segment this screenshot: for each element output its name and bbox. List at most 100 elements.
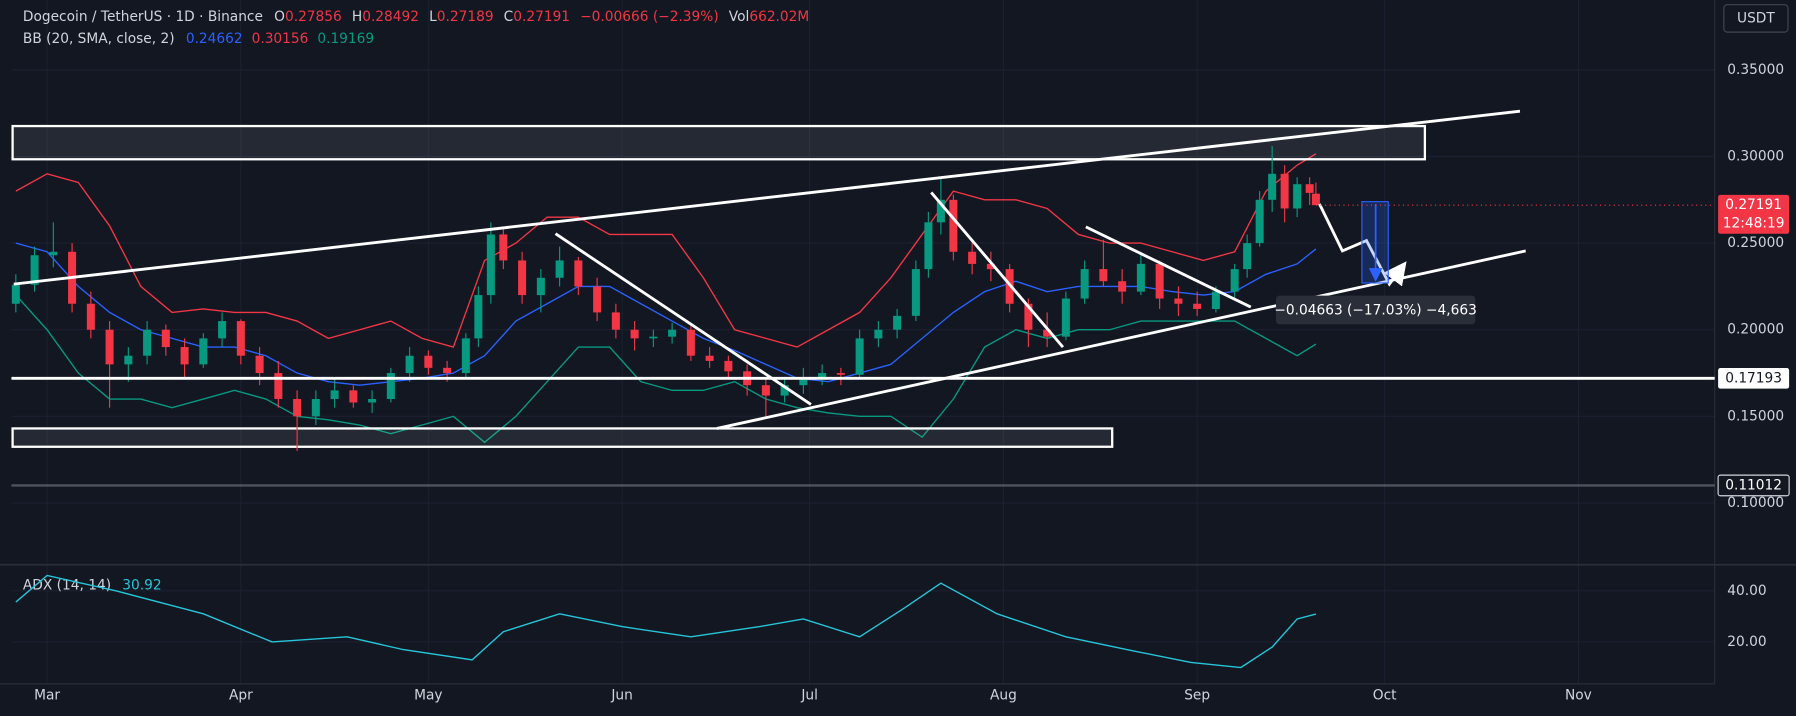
candle-body <box>368 399 377 403</box>
unit-label[interactable]: USDT <box>1737 10 1775 26</box>
x-tick-label: May <box>414 687 442 703</box>
adx-label: ADX (14, 14) <box>23 577 111 593</box>
candle-body <box>11 284 20 304</box>
candle-body <box>1118 281 1127 292</box>
candle-body <box>1311 193 1320 206</box>
candle-body <box>986 263 995 270</box>
candle-body <box>486 234 495 296</box>
price-line-label: 0.11012 <box>1725 477 1782 493</box>
candle-body <box>1230 269 1239 292</box>
candle-body <box>143 329 152 356</box>
candle-body <box>518 260 527 296</box>
candle-body <box>611 312 620 330</box>
candle-body <box>1243 243 1252 270</box>
bollinger-bands <box>15 153 1317 444</box>
candle-body <box>199 338 208 365</box>
candle-body <box>161 329 170 348</box>
measure-label: −0.04663 (−17.03%) −4,663 <box>1274 302 1476 318</box>
candle-body <box>893 315 902 330</box>
bb-label: BB (20, SMA, close, 2) <box>23 31 175 47</box>
symbol-title: Dogecoin / TetherUS · 1D · Binance <box>23 9 263 25</box>
current-price-box <box>1718 194 1790 234</box>
candle-body <box>180 347 189 365</box>
x-tick-label: Apr <box>229 687 253 703</box>
upper-trendline <box>13 109 1521 286</box>
candle-body <box>1099 269 1108 282</box>
candle-body <box>499 234 508 261</box>
candle-body <box>424 355 433 368</box>
candle-body <box>30 255 39 285</box>
close-value: 0.27191 <box>513 9 570 25</box>
volume-label: Vol <box>729 9 750 25</box>
candle-body <box>818 373 827 379</box>
falling-trendline <box>930 191 1065 349</box>
x-tick-label: Aug <box>990 687 1017 703</box>
candle-body <box>1280 173 1289 209</box>
candle-body <box>761 385 770 396</box>
candle-body <box>1211 291 1220 309</box>
candle-body <box>405 355 414 374</box>
candle-body <box>649 336 658 339</box>
candles <box>11 146 1320 451</box>
bb-legend: BB (20, SMA, close, 2) 0.24662 0.30156 0… <box>23 31 374 47</box>
candle-body <box>593 286 602 313</box>
candle-body <box>105 329 114 365</box>
candle-body <box>1136 263 1145 292</box>
y-tick-label: 0.10000 <box>1727 495 1784 511</box>
candle-body <box>218 321 227 339</box>
candle-body <box>855 338 864 375</box>
unit-box[interactable] <box>1723 4 1789 33</box>
candle-body <box>780 385 789 396</box>
price-line-label-box <box>1717 474 1790 497</box>
x-tick-label: Mar <box>34 687 60 703</box>
candle-body <box>686 329 695 356</box>
candle-body <box>874 329 883 339</box>
y-tick-label: 0.35000 <box>1727 62 1784 78</box>
candle-body <box>630 329 639 339</box>
candle-body <box>255 355 264 374</box>
candle-body <box>574 260 583 287</box>
falling-trendline <box>554 232 812 406</box>
low-value: 0.27189 <box>437 9 494 25</box>
resistance-zone <box>11 124 1427 161</box>
forecast-path <box>1318 203 1407 287</box>
candle-body <box>911 269 920 316</box>
candle-body <box>311 399 320 417</box>
candle-body <box>49 251 58 256</box>
candle-body <box>443 367 452 374</box>
candle-body <box>1305 184 1314 193</box>
candle-body <box>86 303 95 330</box>
candle-body <box>461 338 470 374</box>
x-tick-label: Jun <box>610 687 632 703</box>
high-value: 0.28492 <box>362 9 419 25</box>
candle-body <box>474 295 483 339</box>
candle-body <box>936 199 945 223</box>
measure-label-box <box>1275 295 1476 325</box>
price-line-label-box <box>1718 368 1790 389</box>
adx-value: 30.92 <box>122 577 161 593</box>
bb-basis <box>15 242 1317 386</box>
candle-body <box>968 251 977 264</box>
price-line-label: 0.17193 <box>1725 370 1782 386</box>
low-label: L <box>429 9 437 25</box>
candle-body <box>330 390 339 400</box>
volume-value: 662.02M <box>749 9 809 25</box>
x-tick-label: Sep <box>1184 687 1210 703</box>
candle-body <box>1080 269 1089 299</box>
candle-body <box>1043 329 1052 337</box>
candle-body <box>1174 298 1183 304</box>
candle-body <box>555 260 564 278</box>
support-zone <box>11 427 1114 448</box>
candle-body <box>293 399 302 417</box>
candle-body <box>799 378 808 386</box>
candle-body <box>386 373 395 400</box>
y-tick-label: 0.15000 <box>1727 408 1784 424</box>
bb-lower <box>15 294 1317 444</box>
candle-body <box>536 277 545 296</box>
high-label: H <box>352 9 362 25</box>
bb-basis-value: 0.24662 <box>186 31 243 47</box>
bb-upper <box>15 153 1317 348</box>
y-tick-label: 0.30000 <box>1727 148 1784 164</box>
current-price-label: 0.27191 <box>1725 197 1782 213</box>
